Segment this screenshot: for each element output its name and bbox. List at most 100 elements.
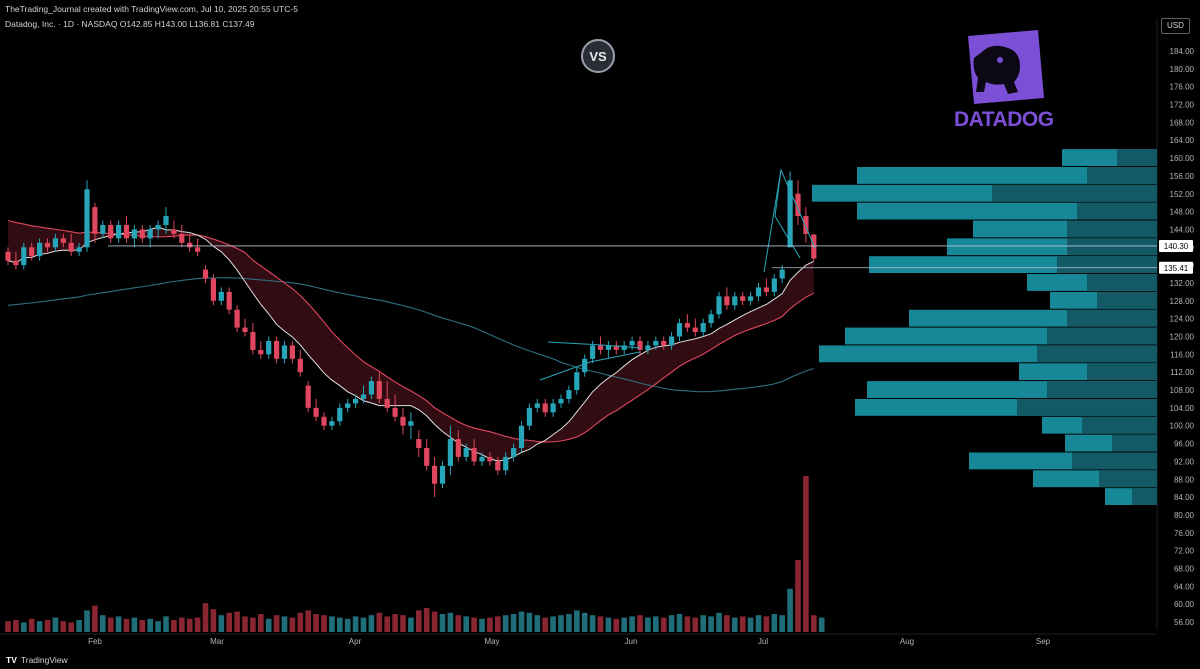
volume-bar	[724, 615, 730, 632]
volume-bar	[384, 616, 390, 632]
y-tick-label: 148.00	[1170, 208, 1195, 217]
candle-body	[542, 403, 548, 413]
volume-bar	[747, 617, 754, 632]
datadog-wordmark: DATADOG	[954, 108, 1054, 131]
volume-bar	[218, 615, 225, 632]
candle-body	[503, 456, 509, 471]
volume-bar	[297, 612, 304, 632]
volume-bar	[52, 617, 59, 632]
candle-body	[376, 381, 382, 399]
volume-bar	[44, 620, 51, 632]
volume-profile-bar-dark	[1087, 166, 1157, 184]
datadog-logo	[968, 30, 1044, 104]
candle-body	[139, 229, 145, 239]
candle-body	[258, 349, 264, 355]
y-tick-label: 180.00	[1170, 65, 1195, 74]
candle-body	[740, 296, 746, 301]
top-bar: TheTrading_Journal created with TradingV…	[0, 0, 1200, 18]
y-tick-label: 116.00	[1170, 350, 1194, 359]
candle-body	[242, 327, 248, 333]
volume-profile-bar-dark	[1132, 488, 1157, 506]
volume-profile-bar-dark	[992, 184, 1157, 202]
candle-body	[76, 247, 82, 252]
candle-body	[21, 247, 27, 266]
candle-body	[123, 224, 130, 239]
candle-body	[329, 421, 335, 426]
volume-bar	[502, 615, 509, 632]
candle-body	[60, 238, 66, 243]
tradingview-logo: TV TradingView	[6, 655, 68, 665]
candle-body	[732, 296, 738, 306]
volume-bar	[684, 616, 691, 632]
volume-bar	[574, 610, 580, 632]
candle-body	[811, 234, 817, 259]
candle-body	[281, 345, 288, 359]
candle-body	[68, 242, 74, 252]
volume-bar	[708, 616, 714, 632]
volume-bar	[210, 609, 217, 632]
candle-body	[534, 403, 540, 408]
trendline-upper	[547, 341, 641, 349]
candle-body	[218, 291, 224, 301]
candle-body	[637, 340, 643, 350]
volume-bar	[637, 615, 643, 632]
volume-bar	[542, 617, 548, 632]
volume-bar	[281, 616, 288, 632]
volume-bar	[645, 617, 651, 632]
vs-logo: VS	[581, 39, 615, 73]
volume-bar	[265, 618, 272, 632]
candle-body	[187, 242, 193, 248]
candle-body	[92, 207, 98, 234]
volume-bar	[155, 621, 161, 632]
volume-bar	[28, 618, 35, 632]
y-tick-label: 128.00	[1170, 297, 1195, 306]
candle-body	[353, 398, 359, 404]
volume-bar	[795, 560, 801, 632]
volume-profile-bar-dark	[1057, 256, 1157, 274]
candle-body	[471, 448, 477, 462]
volume-bar	[668, 615, 675, 632]
volume-profile-bar-dark	[1097, 291, 1157, 309]
price-label-box	[1159, 261, 1193, 274]
y-tick-label: 84.00	[1174, 493, 1195, 502]
volume-bar	[179, 617, 185, 632]
x-tick-label: May	[484, 637, 499, 646]
volume-bar	[779, 615, 785, 632]
volume-bar	[139, 620, 146, 632]
volume-bar	[242, 616, 248, 632]
candle-body	[511, 448, 517, 457]
y-tick-label: 80.00	[1174, 511, 1195, 520]
candle-body	[37, 242, 43, 257]
volume-bar	[115, 616, 122, 632]
candle-body	[179, 233, 185, 243]
candle-body	[558, 398, 564, 404]
currency-button[interactable]: USD	[1161, 18, 1190, 34]
volume-bar	[36, 621, 43, 632]
x-tick-label: Apr	[349, 637, 362, 646]
candle-body	[621, 345, 627, 350]
candle-body	[108, 224, 114, 239]
candle-body	[463, 448, 469, 457]
candle-body	[676, 323, 683, 337]
volume-bar	[321, 615, 327, 632]
candle-body	[44, 242, 51, 248]
volume-bar	[21, 622, 27, 632]
volume-profile-bar-dark	[1017, 398, 1157, 416]
ma-cloud	[8, 220, 814, 461]
candle-body	[321, 416, 327, 426]
y-tick-label: 144.00	[1170, 225, 1195, 234]
x-tick-label: Jun	[625, 637, 638, 646]
volume-bar	[550, 616, 556, 632]
tradingview-label: TradingView	[20, 655, 68, 665]
volume-profile-bar-dark	[1087, 274, 1157, 291]
candle-body	[171, 229, 177, 234]
candle-body	[84, 189, 90, 248]
candle-body	[787, 180, 793, 248]
volume-profile-bar-dark	[1067, 220, 1157, 238]
volume-bar	[313, 614, 319, 632]
volume-bar	[447, 612, 454, 632]
y-tick-label: 72.00	[1174, 547, 1195, 556]
volume-bar	[329, 616, 335, 632]
candle-body	[447, 439, 453, 466]
